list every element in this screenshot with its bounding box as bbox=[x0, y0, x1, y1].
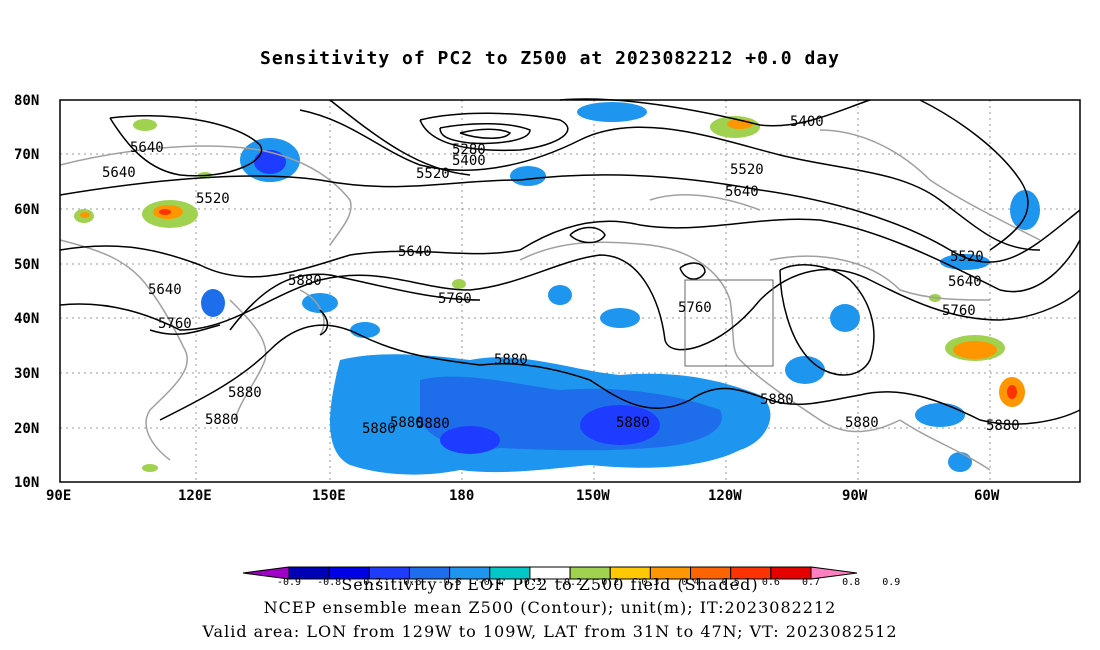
colorbar-tick-label: 0.7 bbox=[802, 577, 820, 588]
colorbar-tick-label: -0.2 bbox=[558, 577, 582, 588]
contour-label: 5640 bbox=[398, 244, 432, 260]
contour-label: 5880 bbox=[205, 412, 239, 428]
lat-tick-label: 70N bbox=[14, 147, 39, 163]
positive-area bbox=[80, 212, 90, 218]
positive-area bbox=[133, 119, 157, 131]
caption-contour: NCEP ensemble mean Z500 (Contour); unit(… bbox=[263, 598, 837, 617]
positive-area bbox=[452, 279, 466, 289]
negative-area bbox=[201, 289, 225, 317]
negative-area bbox=[577, 102, 647, 122]
colorbar: -0.9 -0.8 -0.7 -0.6 -0.5 -0.4 -0.3 -0.2 0.2 0.3 0.… bbox=[242, 566, 900, 588]
contour-label: 5880 bbox=[390, 415, 424, 431]
contour-label: 5280 bbox=[452, 142, 486, 158]
longitude-axis: 90E 120E 150E 180 150W 120W 90W 60W bbox=[46, 488, 1000, 504]
lat-tick-label: 30N bbox=[14, 366, 39, 382]
negative-area bbox=[254, 150, 286, 174]
positive-area bbox=[953, 341, 997, 359]
lon-tick-label: 120W bbox=[708, 488, 742, 504]
colorbar-tick-label: 0.9 bbox=[882, 577, 900, 588]
contour-label: 5880 bbox=[228, 385, 262, 401]
contour-label: 5880 bbox=[760, 392, 794, 408]
lat-tick-label: 40N bbox=[14, 311, 39, 327]
colorbar-tick-label: 0.6 bbox=[762, 577, 780, 588]
positive-area bbox=[142, 464, 158, 472]
contour-label: 5760 bbox=[942, 303, 976, 319]
contour-label: 5400 bbox=[790, 114, 824, 130]
colorbar-tick-label: -0.9 bbox=[277, 577, 301, 588]
contour-label: 5640 bbox=[130, 140, 164, 156]
colorbar-title: Sensitivity of EOF PC2 to Z500 field (Sh… bbox=[341, 575, 759, 594]
latitude-axis: 80N 70N 60N 50N 40N 30N 20N 10N bbox=[14, 93, 39, 491]
colorbar-tick-label: 0.2 bbox=[601, 577, 619, 588]
contour-label: 5880 bbox=[288, 273, 322, 289]
contour-label: 5880 bbox=[362, 421, 396, 437]
negative-area bbox=[1010, 190, 1040, 230]
colorbar-tick-label: 0.8 bbox=[842, 577, 860, 588]
colorbar-tick-label: -0.3 bbox=[518, 577, 542, 588]
negative-area bbox=[830, 304, 860, 332]
negative-area bbox=[948, 452, 972, 472]
lat-tick-label: 80N bbox=[14, 93, 39, 109]
colorbar-tick-label: -0.8 bbox=[317, 577, 341, 588]
contour-label: 5880 bbox=[986, 418, 1020, 434]
contour-label: 5520 bbox=[416, 166, 450, 182]
contour-label: 5760 bbox=[158, 316, 192, 332]
lat-tick-label: 60N bbox=[14, 202, 39, 218]
z500-contours bbox=[59, 98, 1081, 425]
coastlines bbox=[59, 129, 1041, 471]
contour-label: 5880 bbox=[616, 415, 650, 431]
colorbar-tick-label: 0.3 bbox=[641, 577, 659, 588]
lon-tick-label: 150W bbox=[576, 488, 610, 504]
lon-tick-label: 60W bbox=[974, 488, 1000, 504]
valid-area-box bbox=[684, 279, 774, 367]
negative-area bbox=[548, 285, 572, 305]
contour-label: 5880 bbox=[845, 415, 879, 431]
contour-label: 5640 bbox=[102, 165, 136, 181]
plot-frame bbox=[59, 99, 1081, 483]
negative-area bbox=[915, 403, 965, 427]
negative-area bbox=[785, 356, 825, 384]
negative-area bbox=[440, 426, 500, 454]
contour-label: 5640 bbox=[948, 274, 982, 290]
contour-label: 5760 bbox=[438, 291, 472, 307]
positive-area bbox=[1007, 385, 1017, 399]
negative-area bbox=[580, 405, 660, 445]
colorbar-tick-label: -0.7 bbox=[357, 577, 381, 588]
colorbar-tick-label: -0.6 bbox=[397, 577, 421, 588]
negative-area bbox=[600, 308, 640, 328]
lon-tick-label: 150E bbox=[312, 488, 346, 504]
contour-label: 5640 bbox=[148, 282, 182, 298]
lon-tick-label: 180 bbox=[449, 488, 474, 504]
shaded-field bbox=[74, 102, 1040, 475]
colorbar-swatch bbox=[810, 566, 858, 580]
negative-area bbox=[350, 322, 380, 338]
contour-labels: 5640 5640 5520 5280 5400 5520 5400 5520 … bbox=[102, 114, 1020, 437]
contour-label: 5400 bbox=[452, 153, 486, 169]
contour-label: 5880 bbox=[416, 416, 450, 432]
map-title: Sensitivity of PC2 to Z500 at 2023082212… bbox=[259, 48, 840, 69]
lon-tick-label: 120E bbox=[178, 488, 212, 504]
lat-tick-label: 20N bbox=[14, 421, 39, 437]
contour-label: 5520 bbox=[196, 191, 230, 207]
lon-tick-label: 90E bbox=[46, 488, 71, 504]
contour-label: 5520 bbox=[950, 249, 984, 265]
caption-valid-area: Valid area: LON from 129W to 109W, LAT f… bbox=[202, 622, 898, 641]
colorbar-tick-label: 0.5 bbox=[722, 577, 740, 588]
positive-area bbox=[159, 209, 171, 215]
colorbar-tick-label: -0.4 bbox=[478, 577, 502, 588]
contour-label: 5880 bbox=[494, 352, 528, 368]
colorbar-tick-label: 0.4 bbox=[682, 577, 700, 588]
lat-tick-label: 10N bbox=[14, 475, 39, 491]
lat-tick-label: 50N bbox=[14, 257, 39, 273]
negative-area bbox=[510, 166, 546, 186]
contour-label: 5520 bbox=[730, 162, 764, 178]
contour-label: 5760 bbox=[678, 300, 712, 316]
lon-tick-label: 90W bbox=[842, 488, 868, 504]
colorbar-tick-label: -0.5 bbox=[438, 577, 462, 588]
contour-label: 5640 bbox=[725, 184, 759, 200]
